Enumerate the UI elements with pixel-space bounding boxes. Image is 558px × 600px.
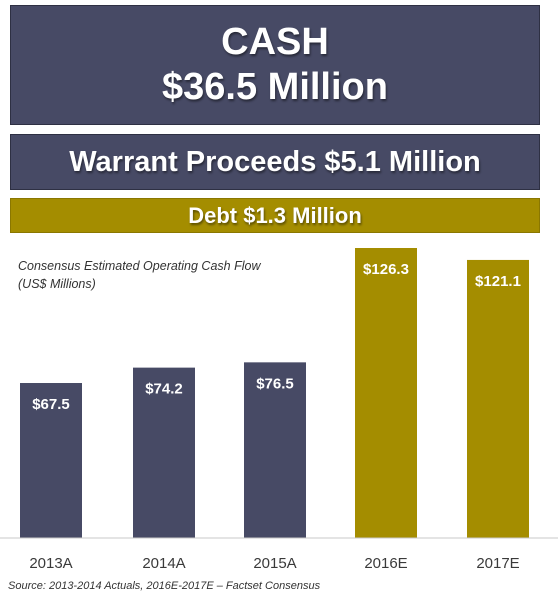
- x-tick-2017E: 2017E: [476, 555, 519, 572]
- x-tick-2016E: 2016E: [364, 555, 407, 572]
- cash-amount: $36.5 Million: [162, 66, 388, 108]
- cash-title: CASH: [221, 21, 329, 63]
- debt-banner: Debt $1.3 Million: [10, 198, 540, 233]
- warrant-proceeds-text: Warrant Proceeds $5.1 Million: [69, 145, 481, 178]
- source-note: Source: 2013-2014 Actuals, 2016E-2017E –…: [8, 580, 321, 592]
- bar-2015A: [244, 362, 306, 538]
- labels-layer: $67.5 2013A $74.2 2014A $76.5 2015A $126.3 2016…: [29, 261, 521, 572]
- bar-2016E: [355, 248, 417, 538]
- value-label-2013A: $67.5: [32, 396, 70, 413]
- cash-banner: CASH $36.5 Million: [10, 5, 540, 125]
- chart-note-line1: Consensus Estimated Operating Cash Flow: [18, 259, 261, 273]
- value-label-2017E: $121.1: [475, 273, 521, 290]
- bar-2013A: [20, 383, 82, 538]
- x-tick-2013A: 2013A: [29, 555, 72, 572]
- value-label-2014A: $74.2: [145, 381, 183, 398]
- bar-2017E: [467, 259, 529, 538]
- value-label-2016E: $126.3: [363, 261, 409, 278]
- warrant-proceeds-banner: Warrant Proceeds $5.1 Million: [10, 134, 540, 190]
- bar-2014A: [133, 367, 195, 538]
- chart-note-line2: (US$ Millions): [18, 277, 96, 291]
- bars-layer: [20, 248, 529, 538]
- debt-text: Debt $1.3 Million: [188, 202, 362, 228]
- chart-note: Consensus Estimated Operating Cash Flow …: [18, 257, 348, 293]
- x-tick-2015A: 2015A: [253, 555, 296, 572]
- x-tick-2014A: 2014A: [142, 555, 185, 572]
- value-label-2015A: $76.5: [256, 375, 294, 392]
